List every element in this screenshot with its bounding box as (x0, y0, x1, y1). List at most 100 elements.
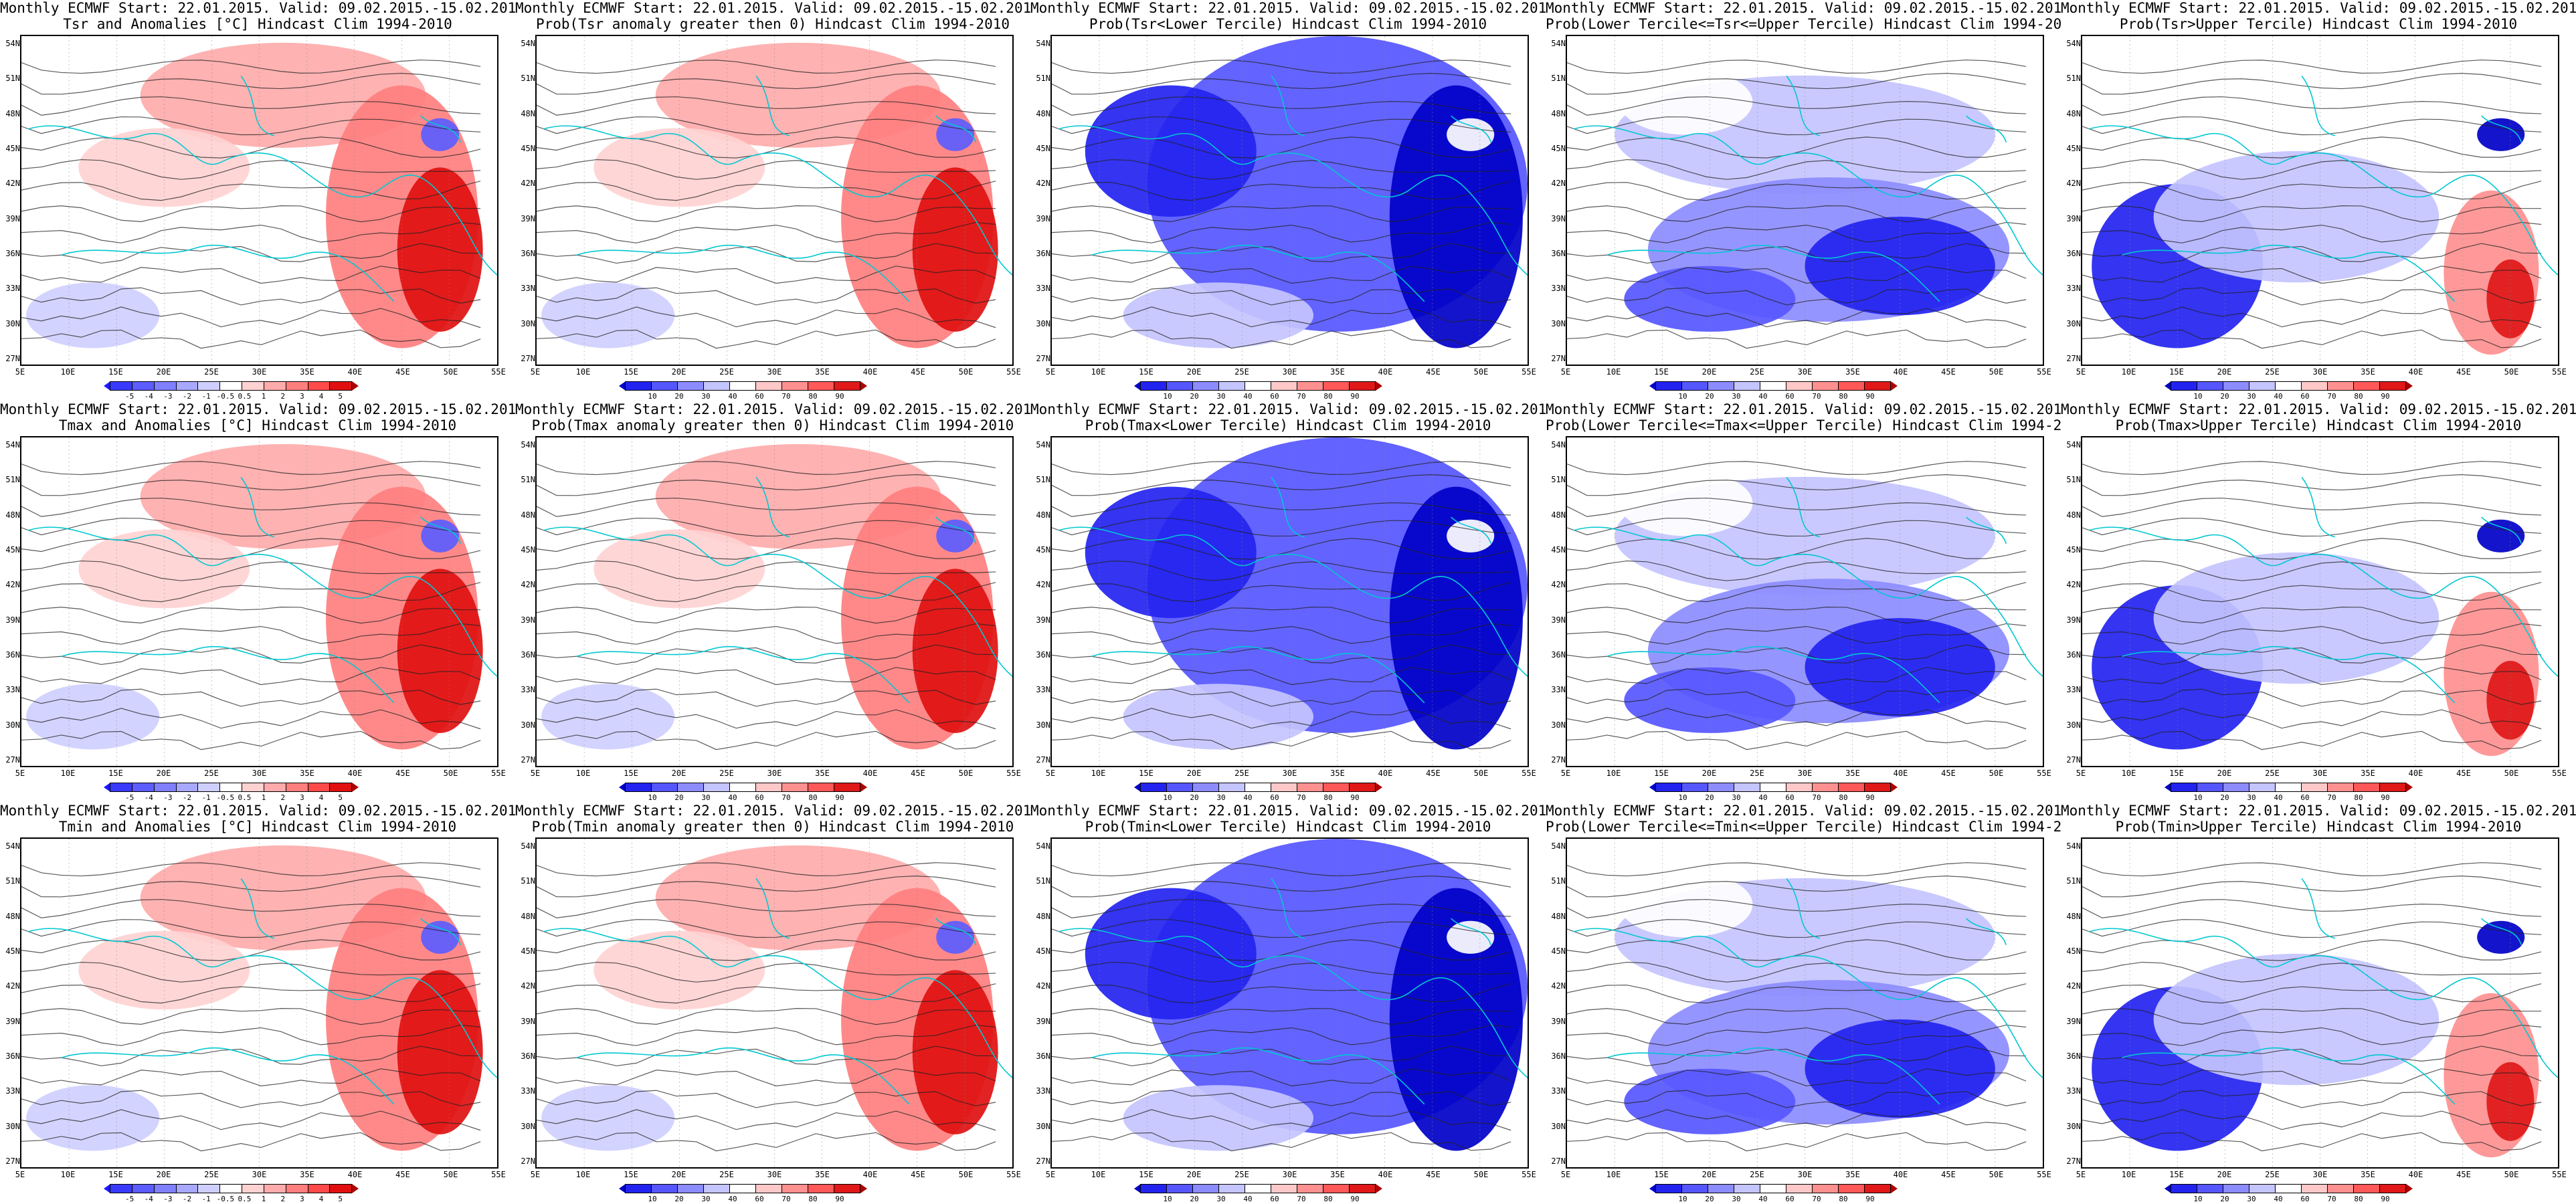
colorbar-tick-label: 60 (1270, 392, 1279, 401)
isotherm-line (1052, 306, 1511, 328)
colorbar-swatch (1655, 1184, 1682, 1193)
lat-label: 54N (521, 39, 535, 48)
isotherm-line (1567, 474, 2027, 496)
lon-label: 30E (1797, 769, 1813, 778)
colorbar-swatch (677, 783, 704, 792)
field-fill (1085, 486, 1257, 619)
lon-label: 35E (1845, 1170, 1860, 1179)
colorbar-swatch (2275, 783, 2302, 792)
lon-label: 30E (252, 769, 267, 778)
isotherm-line (21, 560, 481, 581)
colorbar-tick-label: 60 (1270, 1195, 1279, 1203)
colorbar-tick-label: -2 (182, 392, 192, 401)
lat-label: 45N (521, 144, 535, 153)
colorbar-swatch (1655, 783, 1682, 792)
coastline (543, 76, 1012, 302)
field-fill (2201, 493, 2487, 546)
lon-label: 45E (2456, 769, 2471, 778)
lat-label: 33N (2066, 685, 2081, 695)
colorbar-arrow-left (1134, 783, 1141, 792)
isotherm-line (1052, 329, 1511, 349)
lon-label: 40E (2408, 769, 2423, 778)
lon-label: 15E (624, 769, 638, 778)
colorbar-tick-label: 90 (2381, 793, 2390, 802)
isotherm-line (1052, 1045, 1511, 1067)
colorbar-swatch (1192, 783, 1219, 792)
isotherm-line (1567, 221, 2027, 243)
lon-label: 50E (958, 769, 974, 778)
lon-label: 25E (1750, 367, 1764, 377)
colorbar-tick-label: 30 (1216, 1195, 1226, 1203)
colorbar-swatch (219, 1184, 243, 1193)
lon-label: 10E (1606, 1170, 1621, 1179)
colorbar-tick-label: 10 (2193, 793, 2203, 802)
colorbar-swatch (1760, 783, 1786, 792)
lon-label: 45E (1941, 1170, 1956, 1179)
isotherm-line (1052, 243, 1511, 264)
lon-label: 5E (1560, 769, 1571, 778)
isotherm-line (1567, 181, 2027, 201)
isotherm-line (2082, 644, 2542, 666)
colorbar-tick-label: 30 (1216, 392, 1226, 401)
lat-label: 42N (1036, 981, 1050, 991)
isotherm-line (2082, 329, 2542, 349)
colorbar-tick-label: 4 (318, 793, 324, 802)
colorbar-tick-label: 90 (1350, 1195, 1360, 1203)
lon-label: 35E (300, 1170, 314, 1179)
colorbar-tick-label: 70 (1812, 1195, 1821, 1203)
colorbar-tick-label: 30 (701, 392, 711, 401)
lon-label: 10E (1091, 769, 1106, 778)
lon-label: 45E (1426, 1170, 1441, 1179)
lon-label: 30E (1282, 1170, 1297, 1179)
colorbar-swatch (285, 1184, 308, 1193)
colorbar-swatch (2197, 381, 2223, 391)
lat-label: 39N (5, 1016, 20, 1026)
panel-title: Monthly ECMWF Start: 22.01.2015. Valid: … (2061, 401, 2576, 436)
colorbar-arrow-right (352, 381, 359, 391)
field-fill (1805, 618, 1995, 717)
panel-title: Monthly ECMWF Start: 22.01.2015. Valid: … (1030, 803, 1546, 837)
lat-label: 36N (521, 1051, 535, 1061)
isotherm-line (1052, 582, 1511, 603)
lon-label: 50E (958, 1170, 974, 1179)
colorbar (104, 381, 359, 391)
forecast-map (1566, 35, 2044, 366)
lat-label: 48N (521, 510, 535, 520)
isotherm-line (537, 1109, 996, 1131)
panel-title-line2: Prob(Tmin<Lower Tercile) Hindcast Clim 1… (1085, 819, 1491, 835)
panel-title-line1: Monthly ECMWF Start: 22.01.2015. Valid: … (0, 0, 515, 16)
panel-title-line2: Prob(Tsr<Lower Tercile) Hindcast Clim 19… (1089, 16, 1487, 32)
colorbar-swatch (781, 1184, 808, 1193)
isotherm-line (1567, 582, 2027, 603)
isotherm-line (21, 96, 481, 116)
lon-label: 5E (2076, 367, 2086, 377)
lon-label: 30E (2312, 769, 2328, 778)
colorbar-arrow-right (1891, 381, 1898, 391)
lat-label: 33N (1551, 685, 1566, 695)
colorbar-swatch (1734, 1184, 1760, 1193)
map-panel: Monthly ECMWF Start: 22.01.2015. Valid: … (1546, 803, 2061, 1204)
isotherm-line (1567, 730, 2027, 750)
colorbar-swatch (242, 381, 264, 391)
colorbar-tick-label: 10 (1678, 793, 1687, 802)
forecast-map (2081, 35, 2559, 366)
isotherm-line (537, 461, 996, 476)
colorbar-swatch (2327, 1184, 2354, 1193)
colorbar-swatch (755, 1184, 782, 1193)
forecast-map (20, 837, 498, 1169)
colorbar-swatch (1786, 381, 1813, 391)
isotherm-line (1567, 983, 2027, 1004)
colorbar-swatch (625, 1184, 652, 1193)
lon-label: 40E (1378, 1170, 1393, 1179)
coastline (1058, 76, 1528, 302)
lat-label: 48N (1551, 510, 1566, 520)
isotherm-line (21, 708, 481, 730)
colorbar-tick-label: 1 (261, 392, 266, 401)
lon-label: 50E (1473, 769, 1489, 778)
lon-label: 55E (1006, 367, 1021, 377)
isotherm-line (537, 136, 996, 159)
colorbar-arrow-left (104, 381, 110, 391)
colorbar-tick-label: 5 (338, 1195, 343, 1203)
colorbar-tick-label: 40 (1758, 1195, 1768, 1203)
colorbar-tick-label: 70 (2327, 1195, 2336, 1203)
